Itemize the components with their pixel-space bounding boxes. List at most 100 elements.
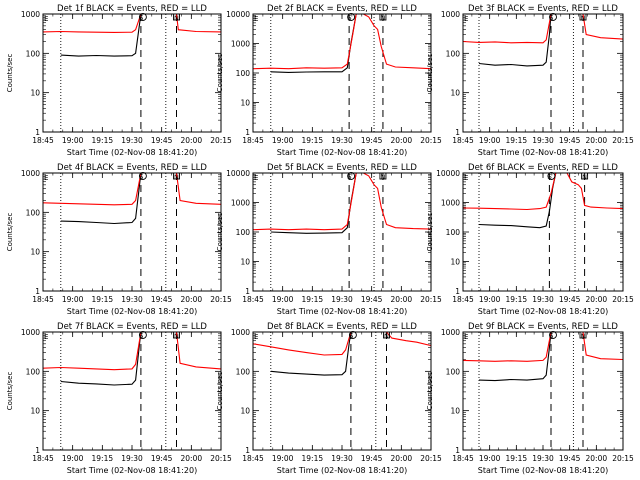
x-tick-label: 19:15 xyxy=(92,136,114,145)
marker-s-circle xyxy=(138,13,147,21)
y-axis-label: Counts/sec xyxy=(216,372,224,411)
marker-n-box xyxy=(379,13,387,21)
x-tick-label: 18:45 xyxy=(242,454,264,463)
y-tick-label: 1000 xyxy=(441,10,460,19)
marker-s-label: S xyxy=(347,14,352,22)
x-tick-label: 20:15 xyxy=(420,136,442,145)
plot-frame xyxy=(252,331,432,451)
x-tick-label: 20:15 xyxy=(612,454,634,463)
x-axis-label: Start Time (02-Nov-08 18:41:20) xyxy=(277,307,407,316)
marker-e-label: E xyxy=(464,15,468,23)
y-axis-label: Counts/sec xyxy=(426,54,434,93)
series-events xyxy=(478,331,552,382)
series-lld xyxy=(462,13,624,44)
series-events xyxy=(60,13,142,57)
x-axis-label: Start Time (02-Nov-08 18:41:20) xyxy=(277,148,407,157)
y-tick-label: 1 xyxy=(245,446,250,455)
y-tick-label: 100 xyxy=(446,367,461,376)
y-tick-label: 10 xyxy=(240,407,250,416)
y-tick-label: 1 xyxy=(455,287,460,296)
panel-title: Det 9f BLACK = Events, RED = LLD xyxy=(468,322,618,332)
x-tick-label: 19:30 xyxy=(532,295,554,304)
y-tick-label: 10 xyxy=(30,89,40,98)
panel-1: Det 1f BLACK = Events, RED = LLD Counts/s… xyxy=(6,4,232,157)
series-lld xyxy=(252,331,432,356)
x-tick-label: 18:45 xyxy=(452,454,474,463)
marker-n-label: N xyxy=(582,173,587,181)
marker-e-label: E xyxy=(44,15,48,23)
y-tick-label: 10 xyxy=(30,407,40,416)
marker-e-label: E xyxy=(254,15,258,23)
marker-s-circle xyxy=(347,172,356,180)
x-tick-label: 18:45 xyxy=(32,136,54,145)
marker-s-label: S xyxy=(139,14,144,22)
marker-n-label: N xyxy=(174,332,179,340)
y-tick-label: 1 xyxy=(455,128,460,137)
x-tick-label: 19:00 xyxy=(62,136,84,145)
y-tick-label: 1000 xyxy=(21,169,40,178)
y-tick-label: 10000 xyxy=(226,10,250,19)
x-tick-label: 19:15 xyxy=(506,454,528,463)
y-tick-label: 1000 xyxy=(231,199,250,208)
x-tick-label: 19:00 xyxy=(479,295,501,304)
series-lld xyxy=(42,172,222,206)
series-events xyxy=(60,331,142,386)
panel-title: Det 8f BLACK = Events, RED = LLD xyxy=(267,322,417,332)
y-axis-label: Counts/sec xyxy=(6,372,14,411)
y-tick-label: 100 xyxy=(26,367,41,376)
x-tick-label: 19:15 xyxy=(302,295,324,304)
y-tick-label: 100 xyxy=(26,49,41,58)
marker-e-label: E xyxy=(464,333,468,341)
marker-s-circle xyxy=(348,331,357,339)
x-tick-label: 19:30 xyxy=(331,295,353,304)
y-tick-label: 100 xyxy=(236,69,251,78)
panel-9: Det 9f BLACK = Events, RED = LLD Counts/s… xyxy=(426,322,634,475)
x-tick-label: 20:00 xyxy=(391,136,413,145)
x-tick-label: 20:00 xyxy=(586,454,608,463)
marker-s-circle xyxy=(347,13,356,21)
y-tick-label: 1000 xyxy=(21,10,40,19)
panel-title: Det 3f BLACK = Events, RED = LLD xyxy=(468,4,618,14)
plot-frame xyxy=(42,172,222,292)
marker-s-label: S xyxy=(549,14,554,22)
x-tick-label: 19:30 xyxy=(121,136,143,145)
y-tick-label: 1 xyxy=(35,287,40,296)
x-tick-label: 19:45 xyxy=(361,295,383,304)
marker-s-label: S xyxy=(347,173,352,181)
x-tick-label: 20:00 xyxy=(586,295,608,304)
x-tick-label: 19:45 xyxy=(361,136,383,145)
marker-n-box xyxy=(579,13,587,21)
y-tick-label: 10000 xyxy=(226,169,250,178)
x-tick-label: 19:00 xyxy=(479,454,501,463)
marker-n-label: N xyxy=(581,14,586,22)
plot-frame xyxy=(462,13,624,133)
series-lld xyxy=(462,331,624,362)
marker-s-label: S xyxy=(547,173,552,181)
y-tick-label: 10 xyxy=(450,89,460,98)
marker-n-box xyxy=(173,172,180,180)
marker-e-label: E xyxy=(254,174,258,182)
y-tick-label: 1000 xyxy=(231,328,250,337)
x-tick-label: 19:00 xyxy=(62,454,84,463)
x-tick-label: 18:45 xyxy=(32,454,54,463)
x-tick-label: 19:00 xyxy=(272,295,294,304)
marker-e-label: E xyxy=(44,174,48,182)
marker-n-label: N xyxy=(581,332,586,340)
marker-s-label: S xyxy=(549,332,554,340)
x-tick-label: 18:45 xyxy=(452,295,474,304)
y-axis-label: Counts/sec xyxy=(426,372,434,411)
marker-n-box xyxy=(173,13,180,21)
y-tick-label: 1000 xyxy=(441,199,460,208)
marker-s-circle xyxy=(547,172,556,180)
x-tick-label: 20:15 xyxy=(612,136,634,145)
x-tick-label: 20:00 xyxy=(181,454,203,463)
y-tick-label: 1000 xyxy=(21,328,40,337)
x-tick-label: 20:00 xyxy=(391,295,413,304)
plot-frame xyxy=(252,13,432,133)
x-tick-label: 19:45 xyxy=(151,454,173,463)
x-tick-label: 19:15 xyxy=(92,295,114,304)
x-tick-label: 20:00 xyxy=(586,136,608,145)
x-tick-label: 20:15 xyxy=(210,295,232,304)
marker-s-label: S xyxy=(139,173,144,181)
